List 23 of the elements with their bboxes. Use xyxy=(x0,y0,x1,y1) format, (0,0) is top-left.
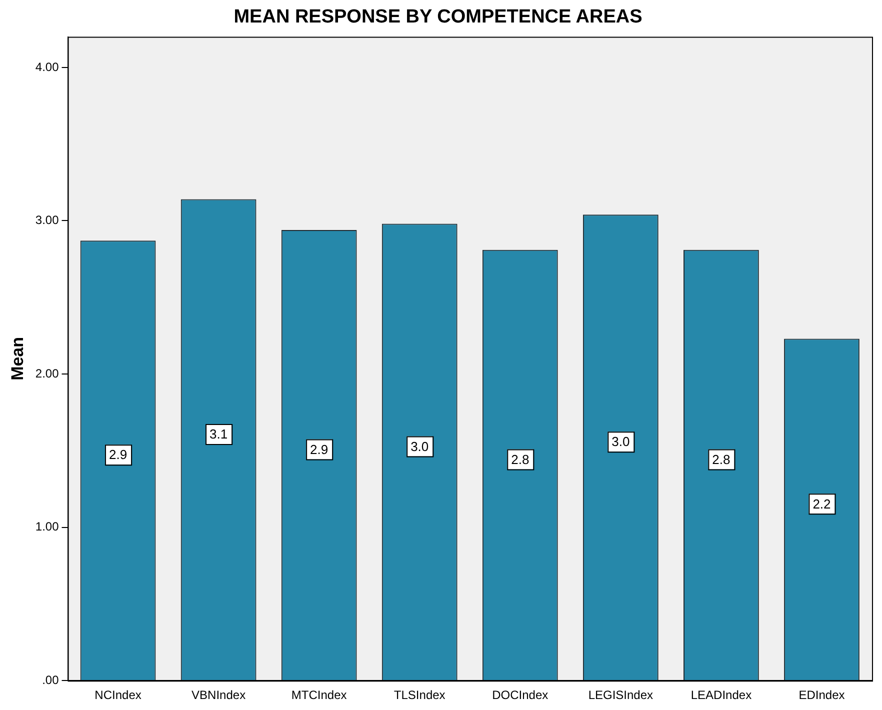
y-tick-label: .00 xyxy=(42,672,60,687)
x-tick-label: MTCIndex xyxy=(291,688,347,702)
y-tick-label: 2.00 xyxy=(35,366,60,380)
x-tick-label: EDIndex xyxy=(798,688,845,702)
x-tick-label: LEADIndex xyxy=(690,688,752,702)
x-tick-label: TLSIndex xyxy=(394,688,446,702)
y-tick-label: 1.00 xyxy=(35,520,60,534)
data-label: 2.8 xyxy=(712,452,730,467)
data-label: 3.0 xyxy=(410,438,429,454)
y-tick-label: 4.00 xyxy=(35,60,60,74)
chart-title: MEAN RESPONSE BY COMPETENCE AREAS xyxy=(234,6,642,28)
data-label: 2.9 xyxy=(310,442,328,457)
data-label: 2.8 xyxy=(511,452,530,467)
data-label: 2.9 xyxy=(108,447,128,462)
x-tick-label: VBNIndex xyxy=(192,688,246,702)
data-label: 2.2 xyxy=(812,496,831,512)
x-tick-label: DOCIndex xyxy=(492,688,548,702)
y-axis-title: Mean xyxy=(8,336,27,380)
data-label: 3.0 xyxy=(612,434,630,450)
x-tick-label: NCIndex xyxy=(94,688,142,702)
x-tick-label: LEGISIndex xyxy=(588,688,654,702)
y-tick-label: 3.00 xyxy=(35,213,60,228)
data-label: 3.1 xyxy=(210,426,228,442)
